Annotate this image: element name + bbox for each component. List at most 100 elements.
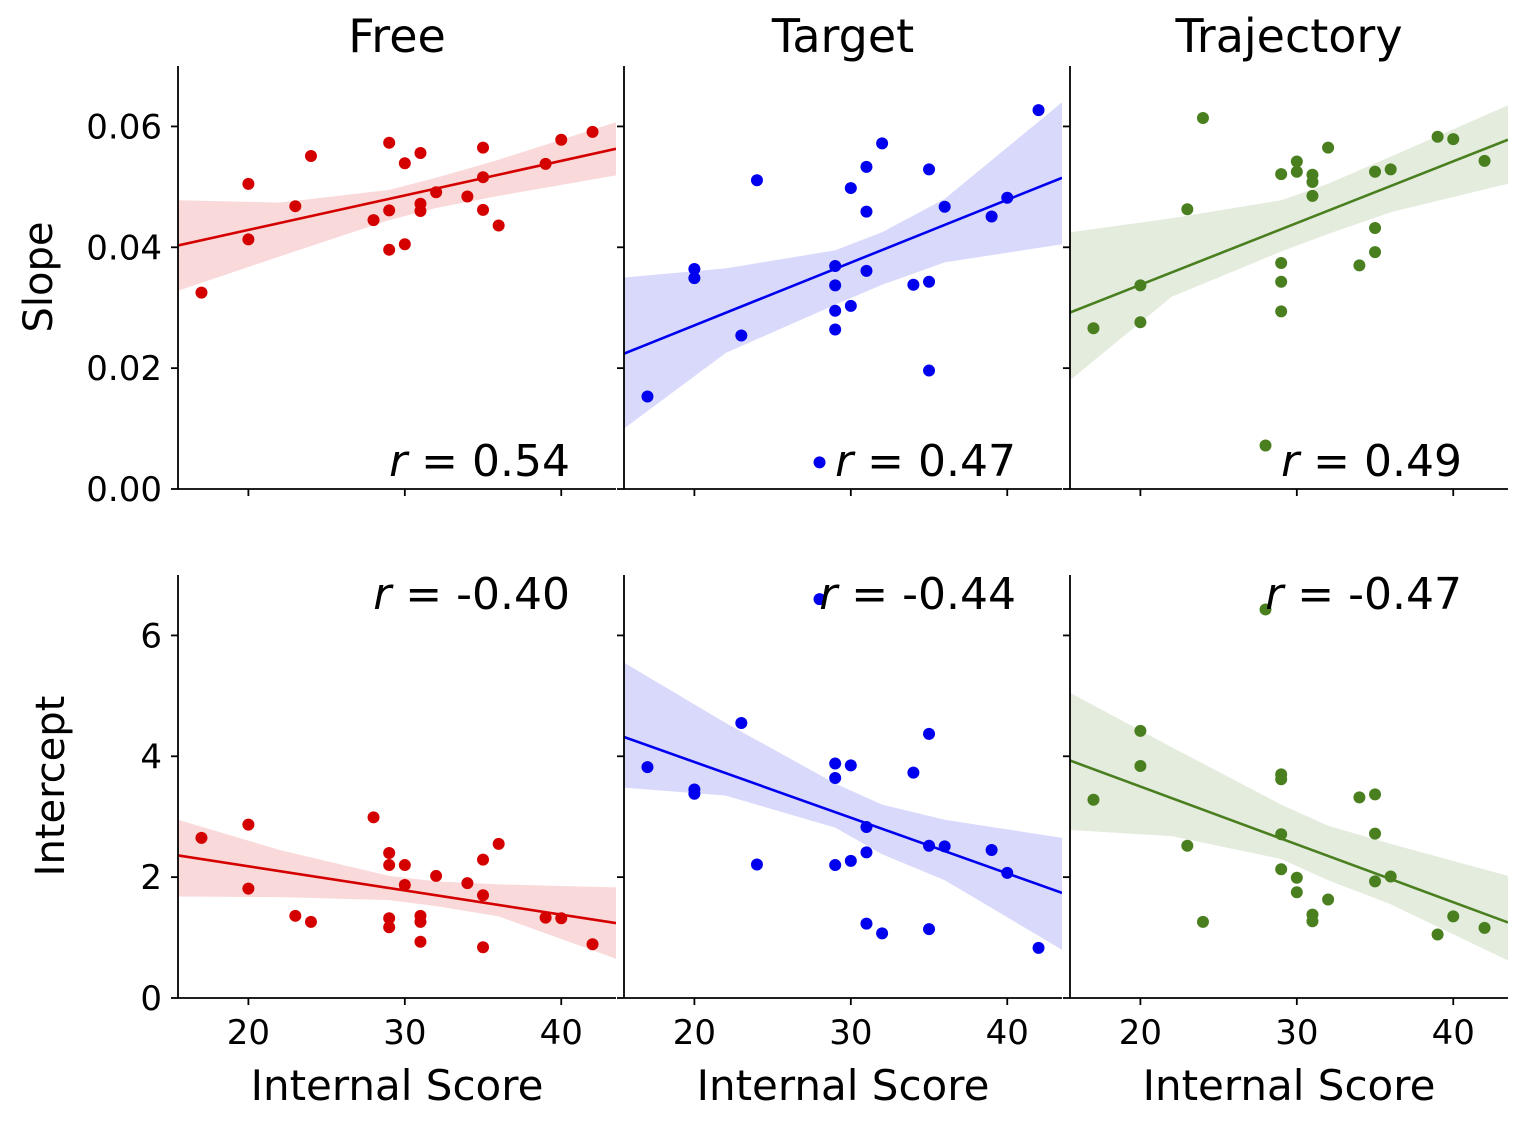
data-point [1275, 256, 1288, 269]
data-point [414, 147, 427, 160]
data-point [641, 761, 654, 774]
data-point [829, 757, 842, 770]
data-point [1275, 863, 1288, 876]
correlation-symbol: r [1281, 436, 1302, 487]
panels: 0.000.020.040.06r = 0.54 r = 0.47 r = 0.49… [86, 66, 1508, 1053]
column-title-trajectory: Trajectory [1174, 9, 1402, 63]
correlation-symbol: r [389, 436, 410, 487]
x-tick-label: 40 [1432, 1013, 1475, 1053]
data-point [1369, 827, 1382, 840]
data-point [383, 912, 396, 925]
x-tick-label: 40 [540, 1013, 583, 1053]
correlation-annotation: r = 0.54 [389, 436, 570, 487]
data-point [1353, 791, 1366, 804]
data-point [1431, 928, 1444, 941]
x-tick-label: 30 [383, 1013, 426, 1053]
data-point [1134, 316, 1147, 329]
data-point [242, 818, 255, 831]
data-point [1196, 915, 1209, 928]
data-point [1001, 866, 1014, 879]
x-tick-label: 30 [829, 1013, 872, 1053]
data-point [688, 272, 701, 285]
data-point [1181, 839, 1194, 852]
column-title-target: Target [771, 9, 914, 63]
data-point [1275, 275, 1288, 288]
correlation-symbol: r [1265, 569, 1286, 620]
correlation-annotation: r = -0.47 [1265, 569, 1462, 620]
data-point [477, 203, 490, 216]
data-point [641, 390, 654, 403]
data-point [938, 200, 951, 213]
data-point [1032, 104, 1045, 117]
data-point [1275, 773, 1288, 786]
correlation-annotation: r = 0.47 [835, 436, 1016, 487]
data-point [1478, 921, 1491, 934]
data-point [844, 299, 857, 312]
data-point [1369, 246, 1382, 259]
data-point [876, 137, 889, 150]
data-point [195, 286, 208, 299]
data-point [860, 820, 873, 833]
data-point [844, 182, 857, 195]
data-point [1384, 163, 1397, 176]
data-point [1369, 165, 1382, 178]
data-point [923, 839, 936, 852]
data-point [813, 456, 826, 469]
data-point [1134, 279, 1147, 292]
data-point [586, 125, 599, 138]
data-point [1087, 793, 1100, 806]
data-point [1322, 141, 1335, 154]
data-point [1447, 133, 1460, 146]
data-point [1181, 203, 1194, 216]
data-point [1134, 724, 1147, 737]
data-point [860, 917, 873, 930]
panel-0: 0.00 0.02 0.04 0.06 r = 0.54 [86, 66, 616, 510]
correlation-symbol: r [835, 436, 856, 487]
data-point [477, 889, 490, 902]
confidence-band [178, 122, 616, 291]
data-point [398, 859, 411, 872]
y-tick-label: 6 [140, 616, 162, 656]
data-point [844, 759, 857, 772]
data-point [1290, 871, 1303, 884]
correlation-value: = 0.54 [407, 436, 570, 487]
data-point [367, 811, 380, 824]
panel-1: r = 0.47 [617, 66, 1062, 496]
data-point [477, 941, 490, 954]
data-point [1431, 130, 1444, 143]
confidence-band [624, 662, 1062, 950]
y-tick-label: 0.00 [86, 470, 162, 510]
y-tick-label: 0.02 [86, 349, 162, 389]
x-axis-label-trajectory: Internal Score [1143, 1061, 1436, 1110]
data-point [461, 190, 474, 203]
data-point [923, 275, 936, 288]
data-point [539, 911, 552, 924]
data-point [383, 859, 396, 872]
data-point [829, 260, 842, 273]
data-point [1087, 322, 1100, 335]
x-tick-label: 20 [227, 1013, 270, 1053]
data-point [985, 210, 998, 223]
y-tick-label: 0.04 [86, 228, 162, 268]
data-point [414, 205, 427, 218]
data-point [242, 233, 255, 246]
data-point [1259, 603, 1272, 616]
data-point [829, 304, 842, 317]
data-point [398, 878, 411, 891]
data-point [1369, 788, 1382, 801]
data-point [985, 843, 998, 856]
data-point [735, 329, 748, 342]
x-axis-label-target: Internal Score [697, 1061, 990, 1110]
correlation-annotation: r = -0.44 [819, 569, 1016, 620]
data-point [1275, 828, 1288, 841]
data-point [829, 279, 842, 292]
row-label-intercept: Intercept [28, 696, 74, 877]
data-point [195, 831, 208, 844]
data-point [1275, 168, 1288, 181]
data-point [1384, 870, 1397, 883]
data-point [304, 150, 317, 163]
data-point [923, 923, 936, 936]
data-point [1306, 189, 1319, 202]
data-point [461, 877, 474, 890]
